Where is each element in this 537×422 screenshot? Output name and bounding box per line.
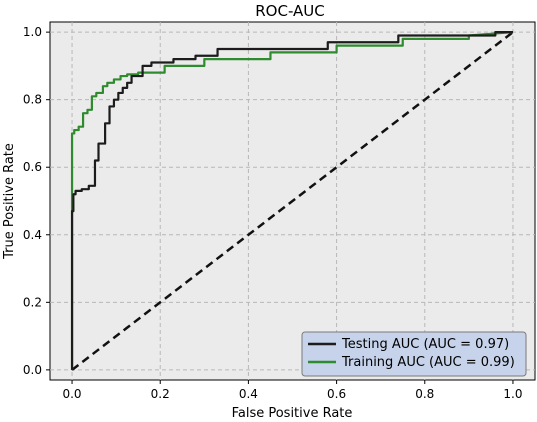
y-tick-label: 0.8 <box>23 93 42 107</box>
y-tick-label: 0.0 <box>23 363 42 377</box>
axis-ticks: 0.0 0.2 0.4 0.6 0.8 1.0 0.0 0.2 0.4 0.6 0.8 1.0 <box>23 25 523 401</box>
x-tick-label: 1.0 <box>503 387 522 401</box>
y-tick-label: 0.6 <box>23 160 42 174</box>
y-axis-label: True Positive Rate <box>2 143 17 260</box>
grid <box>50 22 535 380</box>
x-tick-label: 0.4 <box>239 387 258 401</box>
legend: Testing AUC (AUC = 0.97) Training AUC (A… <box>301 331 527 377</box>
legend-label-testing: Testing AUC (AUC = 0.97) <box>341 337 509 352</box>
y-tick-label: 1.0 <box>23 25 42 39</box>
legend-box <box>301 331 527 377</box>
x-tick-label: 0.2 <box>151 387 170 401</box>
x-tick-label: 0.8 <box>415 387 434 401</box>
x-tick-label: 0.0 <box>62 387 81 401</box>
y-tick-label: 0.2 <box>23 295 42 309</box>
training-roc-line <box>70 31 514 370</box>
chance-diagonal-line <box>71 31 514 371</box>
chart-title: ROC-AUC <box>255 2 325 20</box>
x-tick-label: 0.6 <box>327 387 346 401</box>
testing-roc-line <box>70 31 513 370</box>
series-layer <box>70 31 514 371</box>
x-axis-label: False Positive Rate <box>232 406 353 421</box>
legend-label-training: Training AUC (AUC = 0.99) <box>341 355 515 370</box>
y-tick-label: 0.4 <box>23 228 42 242</box>
